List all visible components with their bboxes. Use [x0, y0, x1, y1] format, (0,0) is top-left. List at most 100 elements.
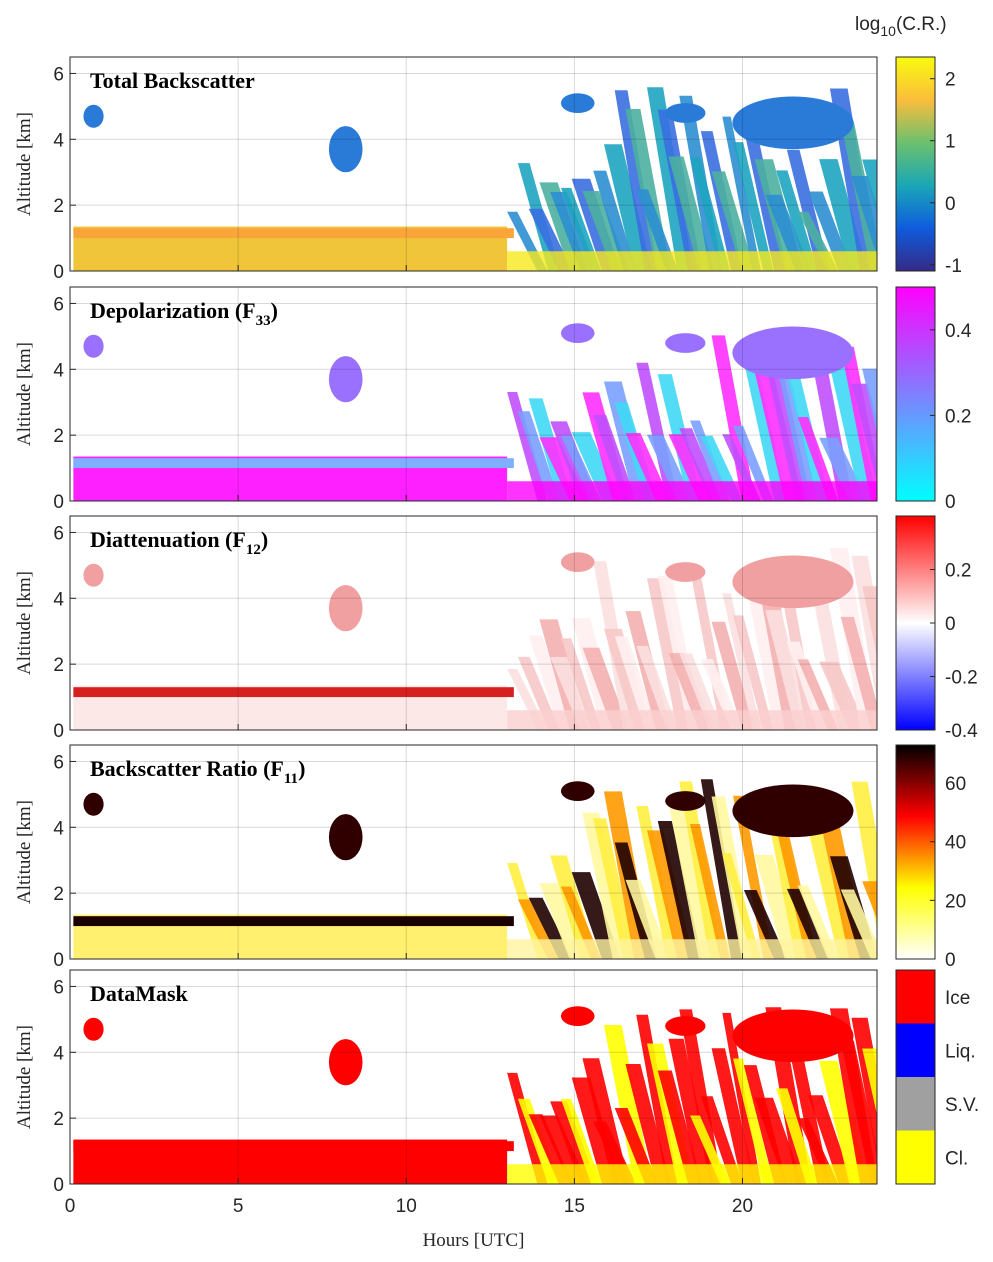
- colorbar: [896, 516, 935, 730]
- colorbar: [896, 57, 935, 271]
- field-streak: [690, 157, 731, 271]
- field-cloud: [328, 356, 363, 403]
- colorbar-label-sub: 10: [880, 23, 896, 39]
- colorbar-frame: [895, 286, 936, 502]
- field-cloud: [732, 1009, 854, 1063]
- field-layer: [73, 687, 514, 698]
- colorbar-label-part: (C.R.): [896, 14, 947, 35]
- field-streak: [668, 1038, 714, 1184]
- field-cloud: [560, 1006, 595, 1026]
- y-axis-label: Altitude [km]: [14, 571, 35, 675]
- field-streak: [507, 392, 548, 501]
- field-streak: [851, 175, 877, 257]
- x-tick-label: 20: [732, 1196, 753, 1217]
- y-tick-label: 2: [53, 426, 64, 447]
- colorbar-frame: [895, 515, 936, 731]
- panel-title-part: Depolarization (F: [90, 298, 256, 323]
- field-streak: [851, 383, 877, 483]
- colorbar-tick-label: -0.2: [945, 668, 978, 689]
- y-axis-label: Altitude [km]: [14, 1025, 35, 1129]
- panel-title: Backscatter Ratio (F11): [90, 756, 305, 787]
- field-streak: [517, 411, 560, 501]
- field-cloud: [732, 326, 854, 380]
- field-streak: [636, 1014, 679, 1184]
- y-axis-label: Altitude [km]: [14, 112, 35, 216]
- field-cloud: [328, 1039, 363, 1086]
- field-streak: [862, 368, 877, 434]
- colorbar-swatch: [896, 1130, 935, 1184]
- field-streak: [733, 142, 774, 271]
- field-cloud: [665, 562, 706, 582]
- y-tick-label: 0: [53, 1175, 64, 1196]
- field-streak: [690, 824, 731, 959]
- panel-title-part: Diattenuation (F: [90, 527, 246, 552]
- field-cloud: [83, 563, 104, 587]
- colorbar-frame: [895, 56, 936, 272]
- field-streak: [840, 346, 877, 501]
- colorbar-tick-label: 40: [945, 833, 966, 854]
- field-cloud: [560, 781, 595, 801]
- y-tick-label: 4: [53, 130, 64, 151]
- field-cloud: [328, 585, 363, 632]
- y-tick-label: 2: [53, 655, 64, 676]
- panel-title-part: Backscatter Ratio (F: [90, 756, 284, 781]
- y-tick-label: 0: [53, 950, 64, 971]
- y-tick-label: 6: [53, 752, 64, 773]
- field-streak: [765, 610, 812, 730]
- colorbar-swatch: [896, 970, 935, 1024]
- field-streak: [808, 830, 853, 959]
- field-streak: [560, 1098, 602, 1184]
- colorbar: [896, 745, 935, 959]
- field-streak: [862, 1048, 877, 1115]
- colorbar-label-part: log: [855, 14, 880, 35]
- field-cloud: [83, 334, 104, 358]
- colorbar-tick-label: 0: [945, 492, 956, 513]
- colorbar-tick-label: 0: [945, 194, 956, 215]
- field-streak: [560, 187, 602, 271]
- field-streak: [614, 90, 658, 271]
- colorbar-tick-label: 0: [945, 950, 956, 971]
- field-streak: [862, 586, 877, 657]
- y-tick-label: 6: [53, 523, 64, 544]
- field-streak: [754, 1097, 804, 1184]
- field-cloud: [665, 333, 706, 353]
- field-cloud: [560, 552, 595, 572]
- field-streak: [657, 1070, 703, 1184]
- field-cloud: [665, 791, 706, 811]
- field-streak: [776, 170, 818, 271]
- field-streak: [668, 802, 714, 959]
- field-streak: [808, 1095, 853, 1184]
- field-streak: [722, 593, 761, 730]
- colorbar-category: Liq.: [945, 1041, 976, 1062]
- x-tick-label: 5: [233, 1196, 244, 1217]
- heatmap-field: [73, 323, 877, 501]
- field-streak: [743, 361, 787, 501]
- field-layer: [73, 916, 514, 927]
- field-streak: [711, 171, 756, 271]
- panel-title-sub: 12: [246, 542, 261, 558]
- y-tick-label: 2: [53, 196, 64, 217]
- field-streak: [711, 621, 756, 730]
- field-cloud: [665, 1016, 706, 1036]
- field-streak: [700, 779, 743, 959]
- colorbar-swatch: [896, 1077, 935, 1131]
- field-streak: [862, 881, 877, 920]
- field-streak: [722, 1012, 761, 1184]
- field-streak: [636, 805, 679, 959]
- field-streak: [528, 635, 573, 730]
- colorbar-frame: [895, 744, 936, 960]
- colorbar-swatch: [896, 1023, 935, 1077]
- y-tick-label: 4: [53, 589, 64, 610]
- y-tick-label: 4: [53, 1043, 64, 1064]
- field-layer: [73, 228, 514, 239]
- field-streak: [776, 363, 818, 501]
- y-axis-label: Altitude [km]: [14, 800, 35, 904]
- field-streak: [711, 1048, 756, 1184]
- field-cloud: [83, 1017, 104, 1041]
- heatmap-field: [73, 779, 877, 959]
- field-cloud: [83, 104, 104, 128]
- field-streak: [517, 1098, 560, 1184]
- y-axis-label: Altitude [km]: [14, 342, 35, 446]
- field-streak: [560, 638, 602, 730]
